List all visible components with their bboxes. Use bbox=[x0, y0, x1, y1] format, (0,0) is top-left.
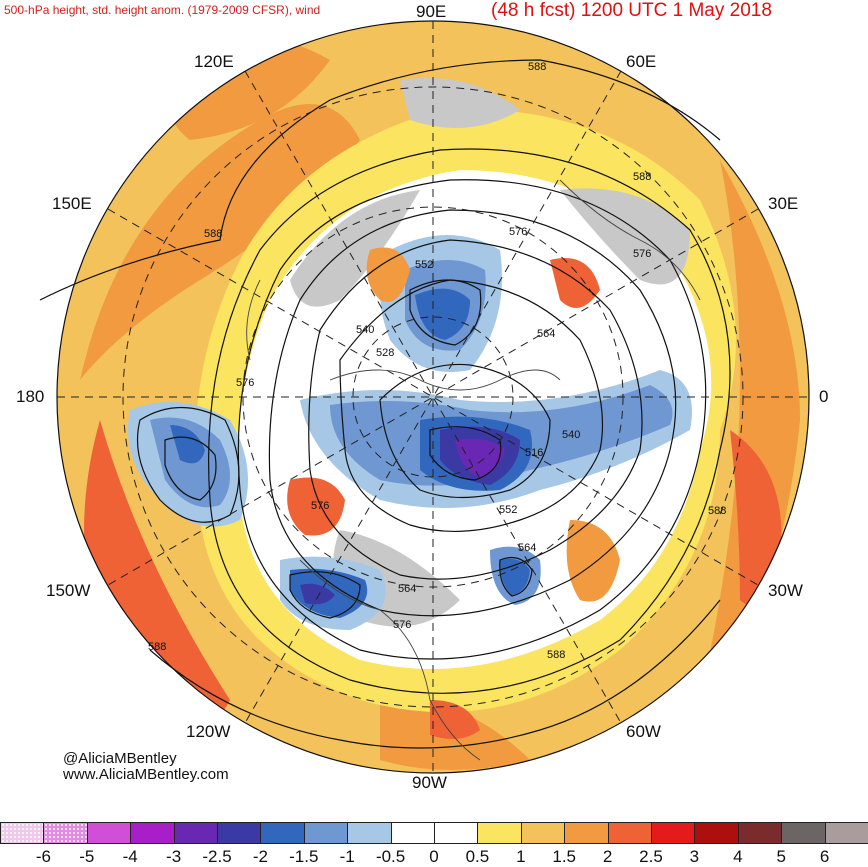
colorbar-tick-label: 6 bbox=[819, 847, 830, 866]
colorbar-cell bbox=[217, 822, 262, 844]
contour-label: 588 bbox=[528, 61, 546, 73]
contour-label: 576 bbox=[509, 226, 527, 238]
colorbar-cell bbox=[477, 822, 522, 844]
contour-label: 552 bbox=[499, 504, 517, 516]
colorbar-tick-label: 1 bbox=[516, 847, 526, 866]
colorbar-tick-label: 1.5 bbox=[552, 847, 577, 866]
colorbar-tick-label: -3 bbox=[166, 847, 182, 866]
contour-label: 576 bbox=[393, 619, 411, 631]
colorbar-cell bbox=[434, 822, 479, 844]
map-title-left: 500-hPa height, std. height anom. (1979-… bbox=[4, 3, 321, 17]
lon-label-90e: 90E bbox=[416, 2, 447, 21]
contour-label: 564 bbox=[537, 328, 555, 340]
credit-handle: @AliciaMBentley bbox=[63, 750, 177, 767]
colorbar-tick-label: 2 bbox=[602, 847, 613, 866]
contour-label: 588 bbox=[547, 649, 565, 661]
polar-map: 588 588 588 576 576 576 576 552 540 528 … bbox=[39, 20, 810, 774]
contour-label: 528 bbox=[376, 347, 394, 359]
colorbar-cell bbox=[347, 822, 392, 844]
contour-label: 576 bbox=[633, 248, 651, 260]
height-contours bbox=[39, 59, 731, 749]
colorbar-tick-label: 3 bbox=[689, 847, 700, 866]
colorbar-cell bbox=[260, 822, 305, 844]
coastlines bbox=[246, 179, 701, 761]
colorbar-tick-label: -0.5 bbox=[375, 847, 406, 866]
lon-label-60e: 60E bbox=[626, 52, 657, 71]
contour-label: 576 bbox=[311, 500, 329, 512]
contour-label: 588 bbox=[148, 641, 166, 653]
colorbar-tick-label: -1.5 bbox=[289, 847, 319, 866]
lon-label-60w: 60W bbox=[626, 722, 661, 741]
lon-label-180: 180 bbox=[16, 387, 45, 406]
colorbar-cell bbox=[0, 822, 45, 844]
colorbar-cell bbox=[607, 822, 652, 844]
map-title-right: (48 h fcst) 1200 UTC 1 May 2018 bbox=[491, 0, 772, 21]
colorbar-tick-label: -4 bbox=[122, 847, 138, 866]
colorbar-cell bbox=[781, 822, 826, 844]
colorbar-tick-label: -5 bbox=[79, 847, 95, 866]
colorbar-tick-label: 4 bbox=[733, 847, 743, 866]
lon-label-120e: 120E bbox=[194, 52, 234, 71]
colorbar-cell bbox=[173, 822, 218, 844]
colorbar-cell bbox=[737, 822, 783, 844]
colorbar-cell bbox=[824, 822, 868, 844]
graticule bbox=[57, 21, 809, 773]
contour-label: 540 bbox=[356, 324, 374, 336]
colorbar-cell bbox=[390, 822, 435, 844]
credit-website: www.AliciaMBentley.com bbox=[63, 766, 229, 783]
anomaly-field bbox=[57, 21, 809, 773]
lon-label-150e: 150E bbox=[52, 194, 92, 213]
colorbar-cell bbox=[43, 822, 88, 844]
lon-label-150w: 150W bbox=[46, 581, 91, 600]
contour-label: 588 bbox=[204, 228, 222, 240]
contour-label: 552 bbox=[415, 259, 433, 271]
contour-label: 564 bbox=[518, 542, 536, 554]
colorbar-tick-label: -6 bbox=[35, 847, 51, 866]
lon-label-120w: 120W bbox=[186, 722, 231, 741]
lon-label-30w: 30W bbox=[768, 581, 803, 600]
colorbar-cell bbox=[694, 822, 739, 844]
colorbar bbox=[0, 822, 868, 844]
lon-label-0: 0 bbox=[819, 387, 829, 406]
colorbar-tick-label: -2 bbox=[252, 847, 268, 866]
contour-label: 588 bbox=[633, 171, 651, 183]
colorbar-tick-label: 2.5 bbox=[639, 847, 663, 866]
contour-labels: 588 588 588 576 576 576 576 552 540 528 … bbox=[148, 61, 726, 661]
colorbar-cell bbox=[564, 822, 609, 844]
map-border bbox=[56, 20, 810, 774]
contour-label: 576 bbox=[236, 377, 254, 389]
contour-label: 540 bbox=[562, 429, 580, 441]
colorbar-cell bbox=[130, 822, 175, 844]
colorbar-tick-label: 5 bbox=[776, 847, 786, 866]
lon-label-90w: 90W bbox=[412, 773, 447, 792]
colorbar-cell bbox=[651, 822, 696, 844]
colorbar-cell bbox=[86, 822, 132, 844]
lon-label-30e: 30E bbox=[768, 194, 799, 213]
colorbar-tick-label: 0.5 bbox=[465, 847, 490, 866]
colorbar-tick-label: -1 bbox=[339, 847, 355, 866]
colorbar-cell bbox=[303, 822, 349, 844]
contour-label: 588 bbox=[708, 505, 726, 517]
contour-label: 564 bbox=[398, 583, 416, 595]
colorbar-tick-label: 0 bbox=[429, 847, 439, 866]
contour-label: 516 bbox=[525, 447, 543, 459]
colorbar-cell bbox=[520, 822, 566, 844]
colorbar-tick-label: -2.5 bbox=[202, 847, 232, 866]
